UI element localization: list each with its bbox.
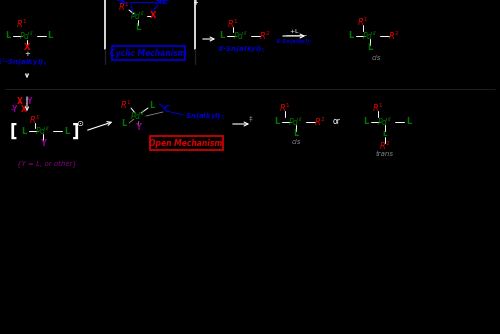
Text: C: C [164, 106, 170, 115]
Text: $Pd^{II}$: $Pd^{II}$ [130, 10, 146, 22]
Text: $R^1$: $R^1$ [227, 18, 239, 30]
Text: Sn(alkyl)$_3$: Sn(alkyl)$_3$ [185, 111, 225, 121]
Text: ]: ] [72, 123, 80, 141]
Text: L: L [22, 127, 26, 136]
Text: $R^1$: $R^1$ [279, 102, 291, 114]
Text: $R^1$: $R^1$ [120, 99, 132, 111]
Text: $Pd^{II}$: $Pd^{II}$ [234, 30, 248, 42]
Text: L: L [406, 118, 412, 127]
Text: C: C [122, 0, 128, 6]
Text: $R^1$: $R^1$ [357, 16, 369, 28]
Text: L: L [48, 31, 52, 40]
Text: $+$L: $+$L [288, 27, 300, 35]
Text: $Pd^{II}$: $Pd^{II}$ [130, 110, 146, 122]
Text: {Y = L, or other}: {Y = L, or other} [17, 161, 77, 167]
Text: L: L [294, 130, 298, 139]
Text: $Pd^{II}$: $Pd^{II}$ [362, 30, 378, 42]
Text: $R^1$: $R^1$ [29, 114, 41, 126]
Text: L: L [274, 118, 280, 127]
Text: ⊙: ⊙ [76, 120, 84, 129]
Text: $Pd^{II}$: $Pd^{II}$ [378, 116, 392, 128]
Text: $Pd^{II}$: $Pd^{II}$ [288, 116, 304, 128]
Text: $R^2$: $R^2$ [259, 30, 271, 42]
Text: X$\cdot$Sn(alkyl)$_3$: X$\cdot$Sn(alkyl)$_3$ [275, 36, 313, 45]
Text: trans: trans [376, 151, 394, 157]
Text: X-Sn(alkyl)$_3$: X-Sn(alkyl)$_3$ [216, 44, 266, 54]
Text: X: X [24, 42, 30, 51]
Text: Sn: Sn [154, 0, 166, 6]
Text: $‡$: $‡$ [248, 115, 254, 124]
Text: $R^2$: $R^2$ [314, 116, 326, 128]
Text: $R^2$-Sn(alkyl)$_3$: $R^2$-Sn(alkyl)$_3$ [0, 57, 48, 69]
Text: :Y: :Y [24, 98, 32, 107]
Text: L: L [122, 120, 126, 129]
Text: L: L [6, 31, 10, 40]
Text: +: + [24, 51, 30, 57]
Text: L: L [348, 31, 354, 40]
Text: $R^1$: $R^1$ [118, 1, 130, 13]
Text: X: X [150, 11, 156, 20]
Text: L: L [220, 31, 224, 40]
Text: L: L [64, 127, 70, 136]
Text: Y: Y [40, 139, 46, 148]
Text: L: L [368, 43, 372, 52]
Text: Open Mechanism: Open Mechanism [150, 139, 222, 148]
Text: $‡$: $‡$ [193, 0, 199, 7]
Text: $R^1$: $R^1$ [372, 102, 384, 114]
Text: X: X [21, 106, 27, 115]
Text: L: L [364, 118, 368, 127]
Text: -Y: -Y [10, 106, 18, 115]
Text: L: L [136, 23, 140, 32]
Text: $R^2$: $R^2$ [388, 30, 400, 42]
Text: $Pd^{II}$: $Pd^{II}$ [36, 125, 51, 137]
Text: cis: cis [371, 55, 381, 61]
Text: $R^1$: $R^1$ [16, 18, 28, 30]
Text: X: X [17, 98, 23, 107]
Text: cis: cis [291, 139, 301, 145]
Text: [: [ [10, 123, 18, 141]
Text: Cyclic Mechanism: Cyclic Mechanism [110, 48, 186, 57]
Text: L: L [383, 131, 387, 137]
Text: $Pd^{II}$: $Pd^{II}$ [20, 30, 34, 42]
Text: or: or [333, 118, 341, 127]
Text: L: L [150, 101, 154, 110]
Text: Y: Y [135, 124, 141, 133]
Text: $R^2$: $R^2$ [379, 140, 391, 152]
